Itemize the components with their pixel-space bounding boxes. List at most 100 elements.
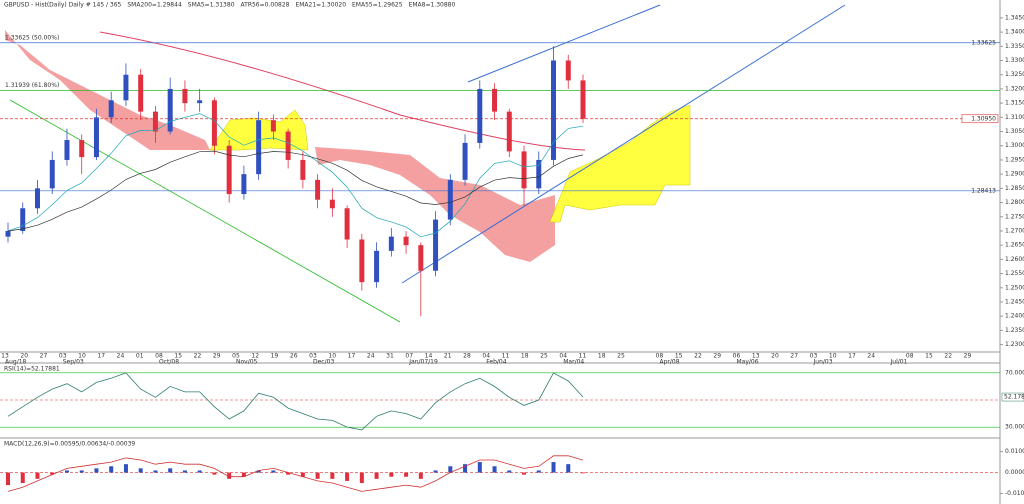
x-tick-label: 10 [78,353,86,360]
macd-bar [35,472,40,479]
y-tick-label: 0.00000 [1005,469,1024,476]
macd-bar [507,470,512,473]
x-tick-label: 03 [810,353,818,360]
level-label: 1.30950 [971,115,996,122]
x-tick-label: 14 [425,353,433,360]
candle-body [256,120,262,175]
candle-body [551,60,557,160]
macd-title: MACD(12,26,9)=0.00595/0.00634/-0.00039 [4,441,135,448]
macd-bar [64,470,69,473]
cloud-red [5,30,210,150]
rsi-line [7,372,584,431]
macd-bar [330,472,335,479]
level-tag: 1.31939 (61.80%) [5,82,59,89]
x-tick-label: 13 [1,353,9,360]
header-text: EMA8=1.30880 [409,2,456,9]
month-label: Sep/03 [63,359,84,366]
macd-bar [448,466,453,473]
candle-body [462,142,468,180]
y-tick-label: 1.23500 [1005,327,1024,334]
macd-bar [212,472,217,475]
macd-bar [138,468,143,473]
month-label: Jun/03 [813,359,833,366]
x-tick-label: 31 [386,353,394,360]
macd-bar [404,472,409,477]
channel-line [467,4,661,83]
macd-bar [50,472,55,475]
y-tick-label: 1.31500 [1005,100,1024,107]
y-tick-label: 1.29000 [1005,171,1024,178]
x-tick-label: 28 [463,353,471,360]
x-tick-label: 03 [59,353,67,360]
month-label: Jan/07/19 [408,359,438,366]
candle-body [182,88,188,104]
x-tick-label: 15 [174,353,182,360]
candle-body [300,159,306,180]
x-tick-label: 25 [540,353,548,360]
y-tick-label: 1.28500 [1005,185,1024,192]
candle-body [34,188,40,209]
y-tick-label: 1.28000 [1005,199,1024,206]
y-tick-label: -0.01000 [1005,490,1024,497]
y-tick-label: 1.32500 [1005,71,1024,78]
y-tick-label: 1.33500 [1005,43,1024,50]
y-tick-label: 70.00000 [1005,369,1024,376]
x-tick-label: 29 [713,353,721,360]
candle-body [226,145,232,195]
y-tick-label: 1.34500 [1005,14,1024,21]
header-text: SMA5=1.31380 [188,2,235,9]
y-tick-label: 1.25500 [1005,270,1024,277]
candle-body [492,88,498,112]
macd-bar [551,462,556,473]
macd-bar [197,470,202,473]
macd-bar [123,464,128,473]
x-tick-label: 04 [482,353,490,360]
macd-bar [271,470,276,473]
x-tick-label: 10 [328,353,336,360]
y-tick-label: 0.01000 [1005,448,1024,455]
x-tick-label: 15 [925,353,933,360]
candle-body [79,140,85,158]
price-box [961,114,999,124]
y-tick-label: 1.25000 [1005,284,1024,291]
x-tick-label: 19 [271,353,279,360]
candle-body [359,239,365,283]
macd-bar [168,468,173,473]
month-label: Nov/05 [236,359,258,366]
x-tick-label: 11 [579,353,587,360]
cloud-red [315,147,555,262]
channel-line [401,4,846,284]
x-tick-label: 22 [694,353,702,360]
candle-body [565,60,571,81]
x-tick-label: 17 [348,353,356,360]
y-tick-label: 1.27000 [1005,227,1024,234]
macd-bar [241,472,246,477]
candle-body [374,250,380,283]
rsi-title: RSI(14)=52.17881 [4,366,60,373]
candle-body [93,117,99,158]
level-label: 1.28413 [971,187,996,194]
candle-body [241,174,247,195]
macd-bar [6,472,10,486]
y-tick-label: 1.26500 [1005,242,1024,249]
macd-bar [477,462,482,473]
header-text: EMA21=1.30020 [295,2,346,9]
candle-body [123,74,129,101]
macd-bar [566,464,571,473]
macd-bar [389,472,394,477]
x-tick-label: 10 [829,353,837,360]
sma200 [99,31,586,151]
macd-bar [227,472,232,479]
x-tick-label: 24 [367,353,375,360]
x-tick-label: 03 [309,353,317,360]
x-tick-label: 05 [232,353,240,360]
y-tick-label: 1.32000 [1005,85,1024,92]
month-label: Dec/03 [313,359,334,366]
candle-body [418,245,424,271]
candle-body [211,100,217,146]
x-tick-label: 07 [405,353,413,360]
candle-body [344,208,350,240]
y-tick-label: 1.26000 [1005,256,1024,263]
macd-bar [433,470,438,473]
